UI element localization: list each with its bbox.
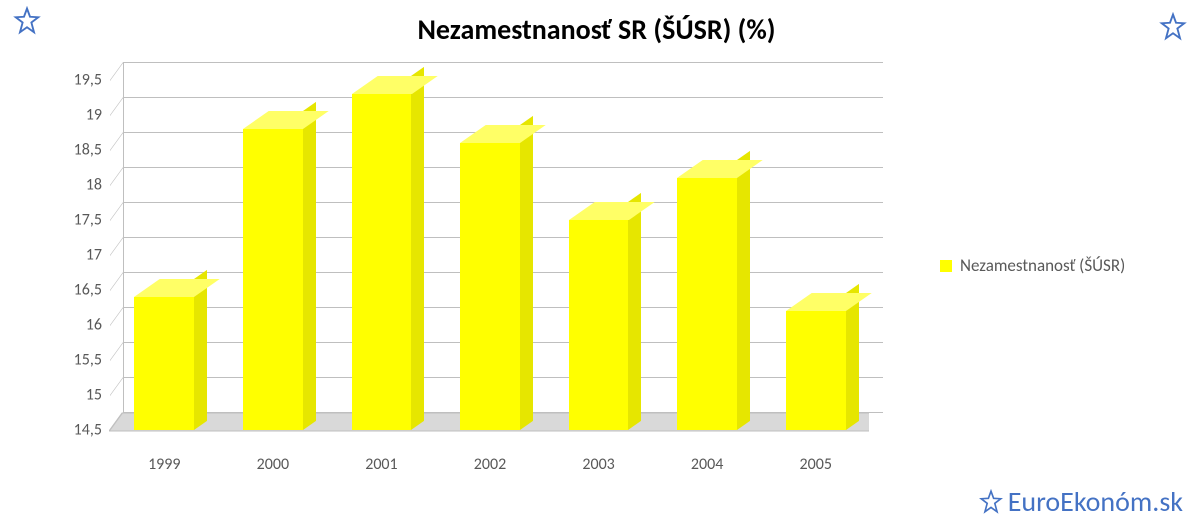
bar-side xyxy=(737,151,750,430)
gridline-side xyxy=(110,62,123,81)
y-axis-label: 15 xyxy=(86,386,110,405)
legend: Nezamestnanosť (ŠÚSR) xyxy=(940,255,1125,276)
y-axis-label: 18 xyxy=(86,176,110,195)
watermark-text: EuroEkonóm.sk xyxy=(1008,484,1183,519)
bar-side xyxy=(303,102,316,430)
bar xyxy=(460,143,520,430)
bar xyxy=(352,94,412,430)
bar-front xyxy=(460,143,520,430)
bar xyxy=(134,297,194,430)
bar-front xyxy=(352,94,412,430)
bar-side xyxy=(520,116,533,430)
x-axis-label: 1999 xyxy=(148,430,180,474)
watermark: EuroEkonóm.sk xyxy=(978,484,1183,519)
gridline-side xyxy=(110,97,123,116)
gridline-side xyxy=(110,202,123,221)
star-icon xyxy=(1158,12,1188,42)
bar-front xyxy=(677,178,737,430)
bar xyxy=(786,311,846,430)
gridline-side xyxy=(110,342,123,361)
x-axis-label: 2004 xyxy=(691,430,723,474)
legend-swatch xyxy=(940,260,952,272)
y-axis-label: 19,5 xyxy=(74,71,110,90)
y-axis-label: 18,5 xyxy=(74,141,110,160)
y-axis-label: 15,5 xyxy=(74,351,110,370)
star-icon xyxy=(12,6,42,36)
gridline-side xyxy=(110,237,123,256)
gridline-side xyxy=(110,167,123,186)
bar-front xyxy=(243,129,303,430)
plot-area: 14,51515,51616,51717,51818,51919,5 19992… xyxy=(110,80,870,430)
bar xyxy=(243,129,303,430)
bar-side xyxy=(628,193,641,430)
gridline-side xyxy=(110,132,123,151)
bar xyxy=(569,220,629,430)
y-axis-label: 16,5 xyxy=(74,281,110,300)
x-axis-label: 2003 xyxy=(582,430,614,474)
bar xyxy=(677,178,737,430)
bar-front xyxy=(134,297,194,430)
x-axis-label: 2000 xyxy=(257,430,289,474)
bar-side xyxy=(411,67,424,430)
y-axis-label: 17 xyxy=(86,246,110,265)
legend-label: Nezamestnanosť (ŠÚSR) xyxy=(960,255,1125,276)
bar-front xyxy=(569,220,629,430)
gridline-side xyxy=(110,272,123,291)
gridline-side xyxy=(110,307,123,326)
x-axis-label: 2005 xyxy=(799,430,831,474)
chart: 14,51515,51616,51717,51818,51919,5 19992… xyxy=(30,80,890,480)
star-icon xyxy=(978,489,1004,515)
x-axis-label: 2001 xyxy=(365,430,397,474)
y-axis-label: 19 xyxy=(86,106,110,125)
gridline-side xyxy=(110,377,123,396)
bar-front xyxy=(786,311,846,430)
y-axis-label: 14,5 xyxy=(74,421,110,440)
y-axis-label: 16 xyxy=(86,316,110,335)
x-axis-label: 2002 xyxy=(474,430,506,474)
chart-title: Nezamestnanosť SR (ŠÚSR) (%) xyxy=(0,0,1193,47)
y-axis-label: 17,5 xyxy=(74,211,110,230)
